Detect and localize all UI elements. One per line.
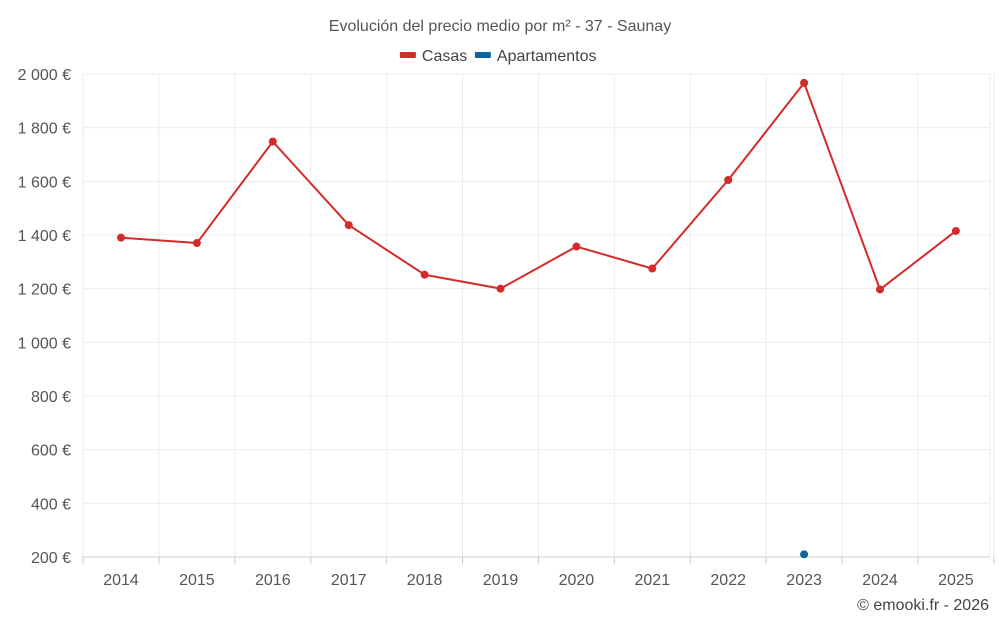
x-tick-label: 2020 xyxy=(559,572,595,589)
y-tick-label: 1 400 € xyxy=(18,228,71,245)
data-point-casas xyxy=(876,285,884,294)
axes: 200 € 400 € 600 € 800 € 1 000 € 1 200 € 1 400 … xyxy=(18,67,995,589)
x-tick-label: 2023 xyxy=(786,572,822,589)
data-point-casas xyxy=(117,233,125,242)
data-point-casas xyxy=(496,284,505,293)
legend-label-apartamentos: Apartamentos xyxy=(497,48,597,65)
y-tick-label: 800 € xyxy=(31,389,71,406)
x-tick-label: 2025 xyxy=(938,572,974,589)
data-point-apartamentos xyxy=(800,550,809,559)
y-tick-label: 1 600 € xyxy=(18,174,71,191)
x-tick-label: 2014 xyxy=(103,572,139,589)
x-tick-label: 2016 xyxy=(255,572,291,589)
data-point-casas xyxy=(800,78,809,87)
series-line-casas xyxy=(120,81,957,291)
x-tick-label: 2018 xyxy=(407,572,443,589)
y-tick-label: 1 800 € xyxy=(18,121,71,138)
y-tick-label: 200 € xyxy=(31,550,71,567)
series-layer xyxy=(117,78,960,559)
chart-title: Evolución del precio medio por m² - 37 -… xyxy=(329,18,671,35)
data-point-casas xyxy=(648,264,657,273)
legend-swatch-casas xyxy=(399,52,416,58)
x-tick-label: 2015 xyxy=(179,572,215,589)
y-tick-label: 400 € xyxy=(31,496,71,513)
y-tick-label: 1 200 € xyxy=(18,282,71,299)
x-tick-label: 2021 xyxy=(635,572,671,589)
legend: Casas Apartamentos xyxy=(399,48,597,65)
x-tick-label: 2024 xyxy=(862,572,898,589)
legend-label-casas: Casas xyxy=(422,48,467,65)
data-point-casas xyxy=(572,242,581,251)
data-point-casas xyxy=(344,221,353,230)
data-point-casas xyxy=(951,226,960,235)
credit-text: © emooki.fr - 2026 xyxy=(857,597,989,614)
y-tick-label: 1 000 € xyxy=(18,335,71,352)
x-tick-label: 2022 xyxy=(710,572,746,589)
y-tick-label: 600 € xyxy=(31,443,71,460)
x-tick-label: 2019 xyxy=(483,572,519,589)
y-tick-label: 2 000 € xyxy=(18,67,71,84)
data-point-casas xyxy=(724,175,733,184)
data-point-casas xyxy=(268,137,277,146)
legend-swatch-apartamentos xyxy=(474,52,491,58)
x-tick-label: 2017 xyxy=(331,572,367,589)
grid xyxy=(82,73,995,557)
data-point-casas xyxy=(192,239,201,248)
data-point-casas xyxy=(420,270,429,279)
